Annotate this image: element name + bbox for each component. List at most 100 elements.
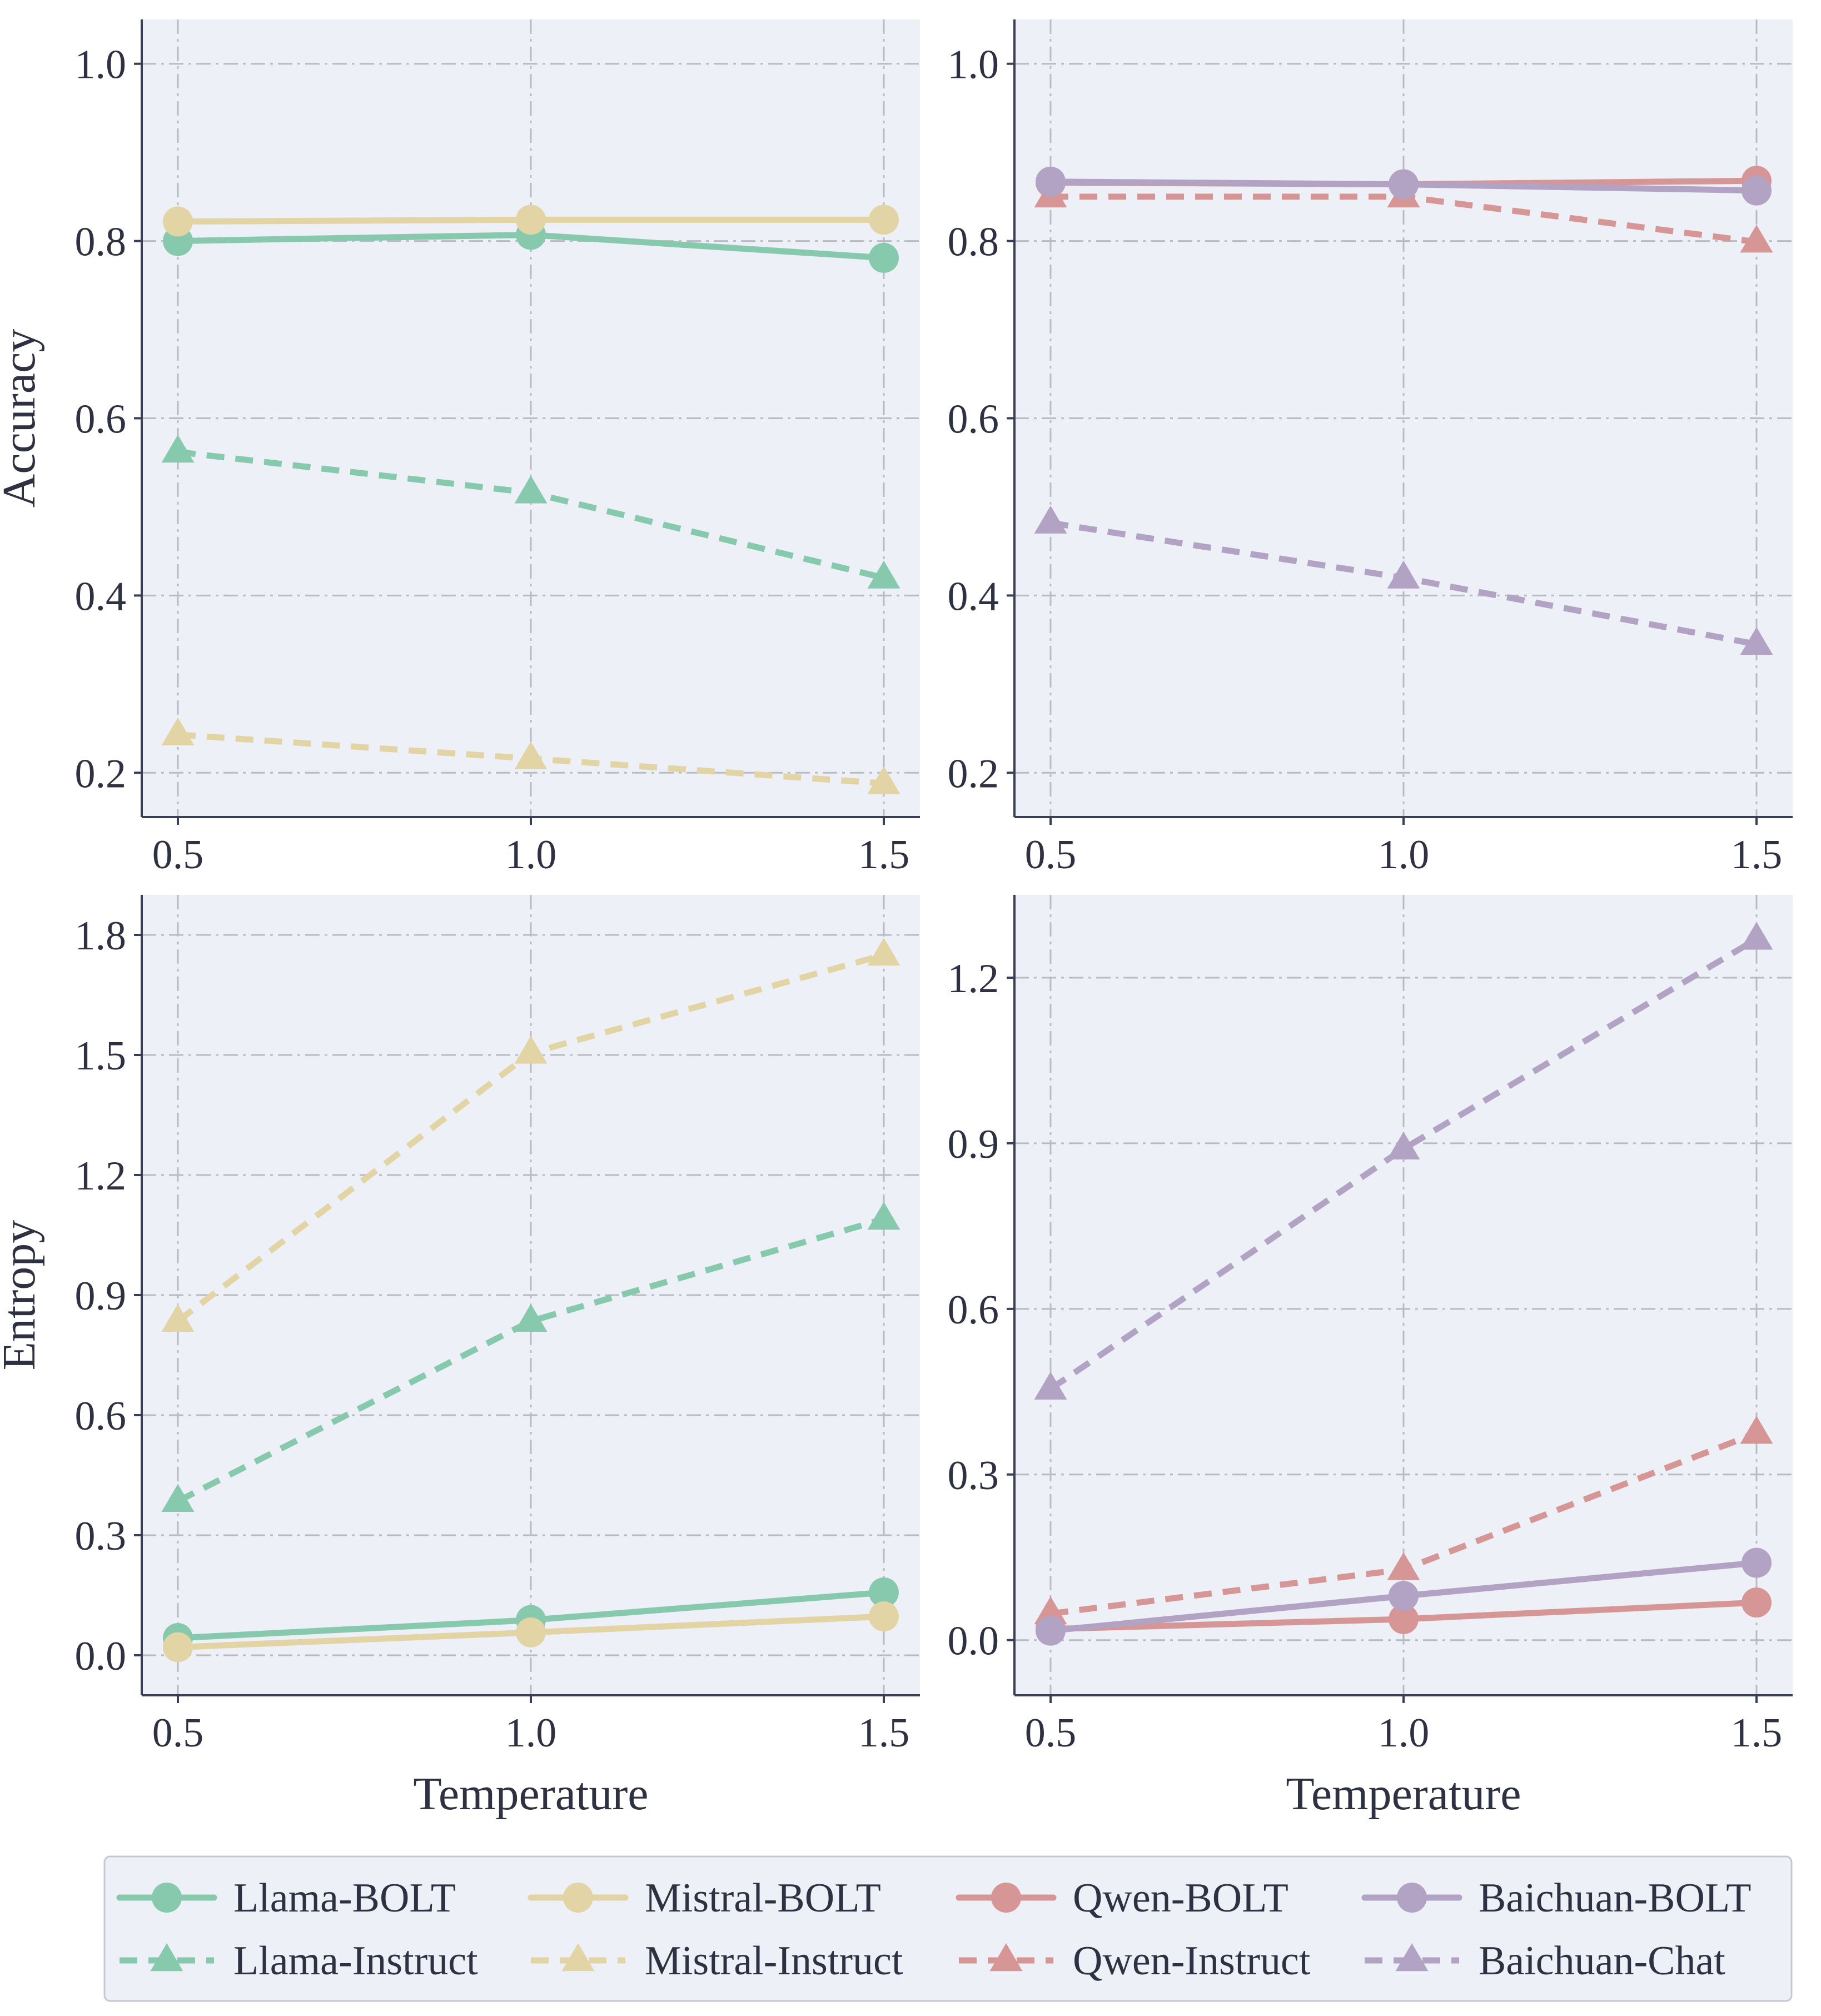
x-tick-label: 1.0 (505, 1710, 557, 1756)
data-point (1387, 1131, 1420, 1160)
y-tick-label: 0.9 (948, 1122, 999, 1167)
series-baichuan-chat (1034, 922, 1773, 1400)
data-point (1034, 505, 1067, 534)
series-mistral-instruct (161, 717, 900, 794)
series-llama-instruct (161, 435, 900, 589)
data-point (1740, 1416, 1773, 1444)
data-point (869, 1577, 899, 1607)
y-tick-label: 0.6 (75, 1393, 127, 1439)
legend-marker (989, 1943, 1023, 1972)
data-point (516, 205, 546, 235)
data-point (867, 938, 900, 966)
data-point (1740, 922, 1773, 950)
y-axis-title: Accuracy (0, 329, 45, 508)
legend-entry: Baichuan-Chat (1365, 1938, 1725, 1984)
y-tick-label: 1.8 (75, 913, 127, 959)
data-point (161, 435, 195, 463)
legend: Llama-BOLT Mistral-BOLT Qwen-BOLT Baichuan-… (103, 1855, 1793, 2002)
y-tick-label: 0.9 (75, 1273, 127, 1319)
legend-entry: Qwen-BOLT (956, 1875, 1288, 1921)
legend-label: Qwen-Instruct (1073, 1938, 1311, 1984)
data-point (514, 1036, 548, 1064)
data-point (869, 242, 899, 273)
data-point (161, 1484, 195, 1512)
data-point (1742, 175, 1772, 206)
x-tick-label: 0.5 (1025, 832, 1077, 878)
data-point (161, 1303, 195, 1332)
legend-marker (1395, 1943, 1429, 1972)
y-tick-label: 0.8 (948, 220, 999, 265)
legend-marker (1397, 1883, 1427, 1913)
data-point (867, 1202, 900, 1230)
y-tick-label: 1.5 (75, 1033, 127, 1079)
legend-marker (152, 1883, 182, 1913)
x-tick-label: 1.5 (1731, 832, 1783, 878)
x-tick-label: 0.5 (152, 832, 204, 878)
y-tick-label: 1.0 (75, 42, 127, 88)
data-point (1389, 169, 1419, 200)
y-tick-label: 0.0 (948, 1619, 999, 1664)
legend-marker (150, 1943, 183, 1972)
series-mistral-bolt (163, 205, 899, 237)
x-axis-title: Temperature (1286, 1768, 1521, 1820)
legend-label: Mistral-Instruct (645, 1938, 903, 1984)
legend-marker (991, 1883, 1021, 1913)
data-point (1742, 1547, 1772, 1578)
series-line (1048, 936, 1758, 1392)
x-tick-label: 1.5 (1731, 1710, 1783, 1756)
subplot-bottom-left: 0.0 0.3 0.6 0.9 1.2 1.5 1.8 0.5 1.0 1.5 Entropy Tem… (0, 895, 920, 1820)
series-llama-instruct (161, 1202, 900, 1512)
x-tick-label: 1.0 (505, 832, 557, 878)
subplot-bottom-right: 0.0 0.3 0.6 0.9 1.2 0.5 1.0 1.5 Temperature (948, 895, 1793, 1820)
x-tick-label: 1.5 (858, 832, 910, 878)
data-point (1389, 1604, 1419, 1634)
series-mistral-instruct (161, 938, 900, 1332)
data-point (869, 1601, 899, 1632)
y-tick-label: 1.0 (948, 42, 999, 88)
legend-label: Baichuan-BOLT (1479, 1875, 1752, 1921)
legend-entry: Llama-BOLT (116, 1875, 456, 1921)
legend-marker (563, 1883, 593, 1913)
subplot-top-right: 0.2 0.4 0.6 0.8 1.0 0.5 1.0 1.5 (948, 19, 1793, 878)
y-tick-label: 1.2 (75, 1153, 127, 1199)
data-point (516, 1617, 546, 1647)
x-tick-label: 1.0 (1378, 832, 1430, 878)
data-point (1387, 560, 1420, 589)
legend-entry: Mistral-BOLT (528, 1875, 881, 1921)
y-tick-label: 0.3 (75, 1514, 127, 1559)
x-tick-label: 0.5 (1025, 1710, 1077, 1756)
x-axis-title: Temperature (413, 1768, 648, 1820)
series-baichuan-bolt (1036, 166, 1772, 206)
y-tick-label: 0.4 (948, 574, 999, 619)
series-baichuan-chat (1034, 505, 1773, 655)
y-tick-label: 0.2 (948, 751, 999, 797)
series-baichuan-bolt (1036, 1547, 1772, 1646)
data-point (869, 205, 899, 235)
y-tick-label: 0.6 (75, 397, 127, 442)
subplot-top-left: 0.2 0.4 0.6 0.8 1.0 0.5 1.0 1.5 Accuracy (0, 19, 920, 878)
legend-label: Llama-BOLT (233, 1875, 456, 1921)
data-point (867, 766, 900, 794)
x-tick-label: 0.5 (152, 1710, 204, 1756)
data-point (514, 741, 548, 769)
data-point (163, 206, 193, 237)
data-point (867, 560, 900, 589)
y-tick-label: 0.4 (75, 574, 127, 619)
data-point (1387, 1552, 1420, 1580)
legend-entry: Mistral-Instruct (531, 1938, 903, 1984)
y-tick-label: 1.2 (948, 956, 999, 1002)
data-point (1740, 627, 1773, 655)
data-point (1740, 225, 1773, 253)
y-tick-label: 0.3 (948, 1453, 999, 1499)
legend-label: Baichuan-Chat (1479, 1938, 1725, 1984)
data-point (1389, 1581, 1419, 1611)
legend-marker (561, 1943, 595, 1972)
legend-label: Qwen-BOLT (1073, 1875, 1288, 1921)
legend-entry: Qwen-Instruct (959, 1938, 1311, 1984)
y-tick-label: 0.6 (948, 397, 999, 442)
legend-box (103, 1855, 1793, 2002)
series-mistral-bolt (163, 1601, 899, 1662)
y-tick-label: 0.0 (75, 1634, 127, 1679)
legend-entry: Baichuan-BOLT (1361, 1875, 1752, 1921)
